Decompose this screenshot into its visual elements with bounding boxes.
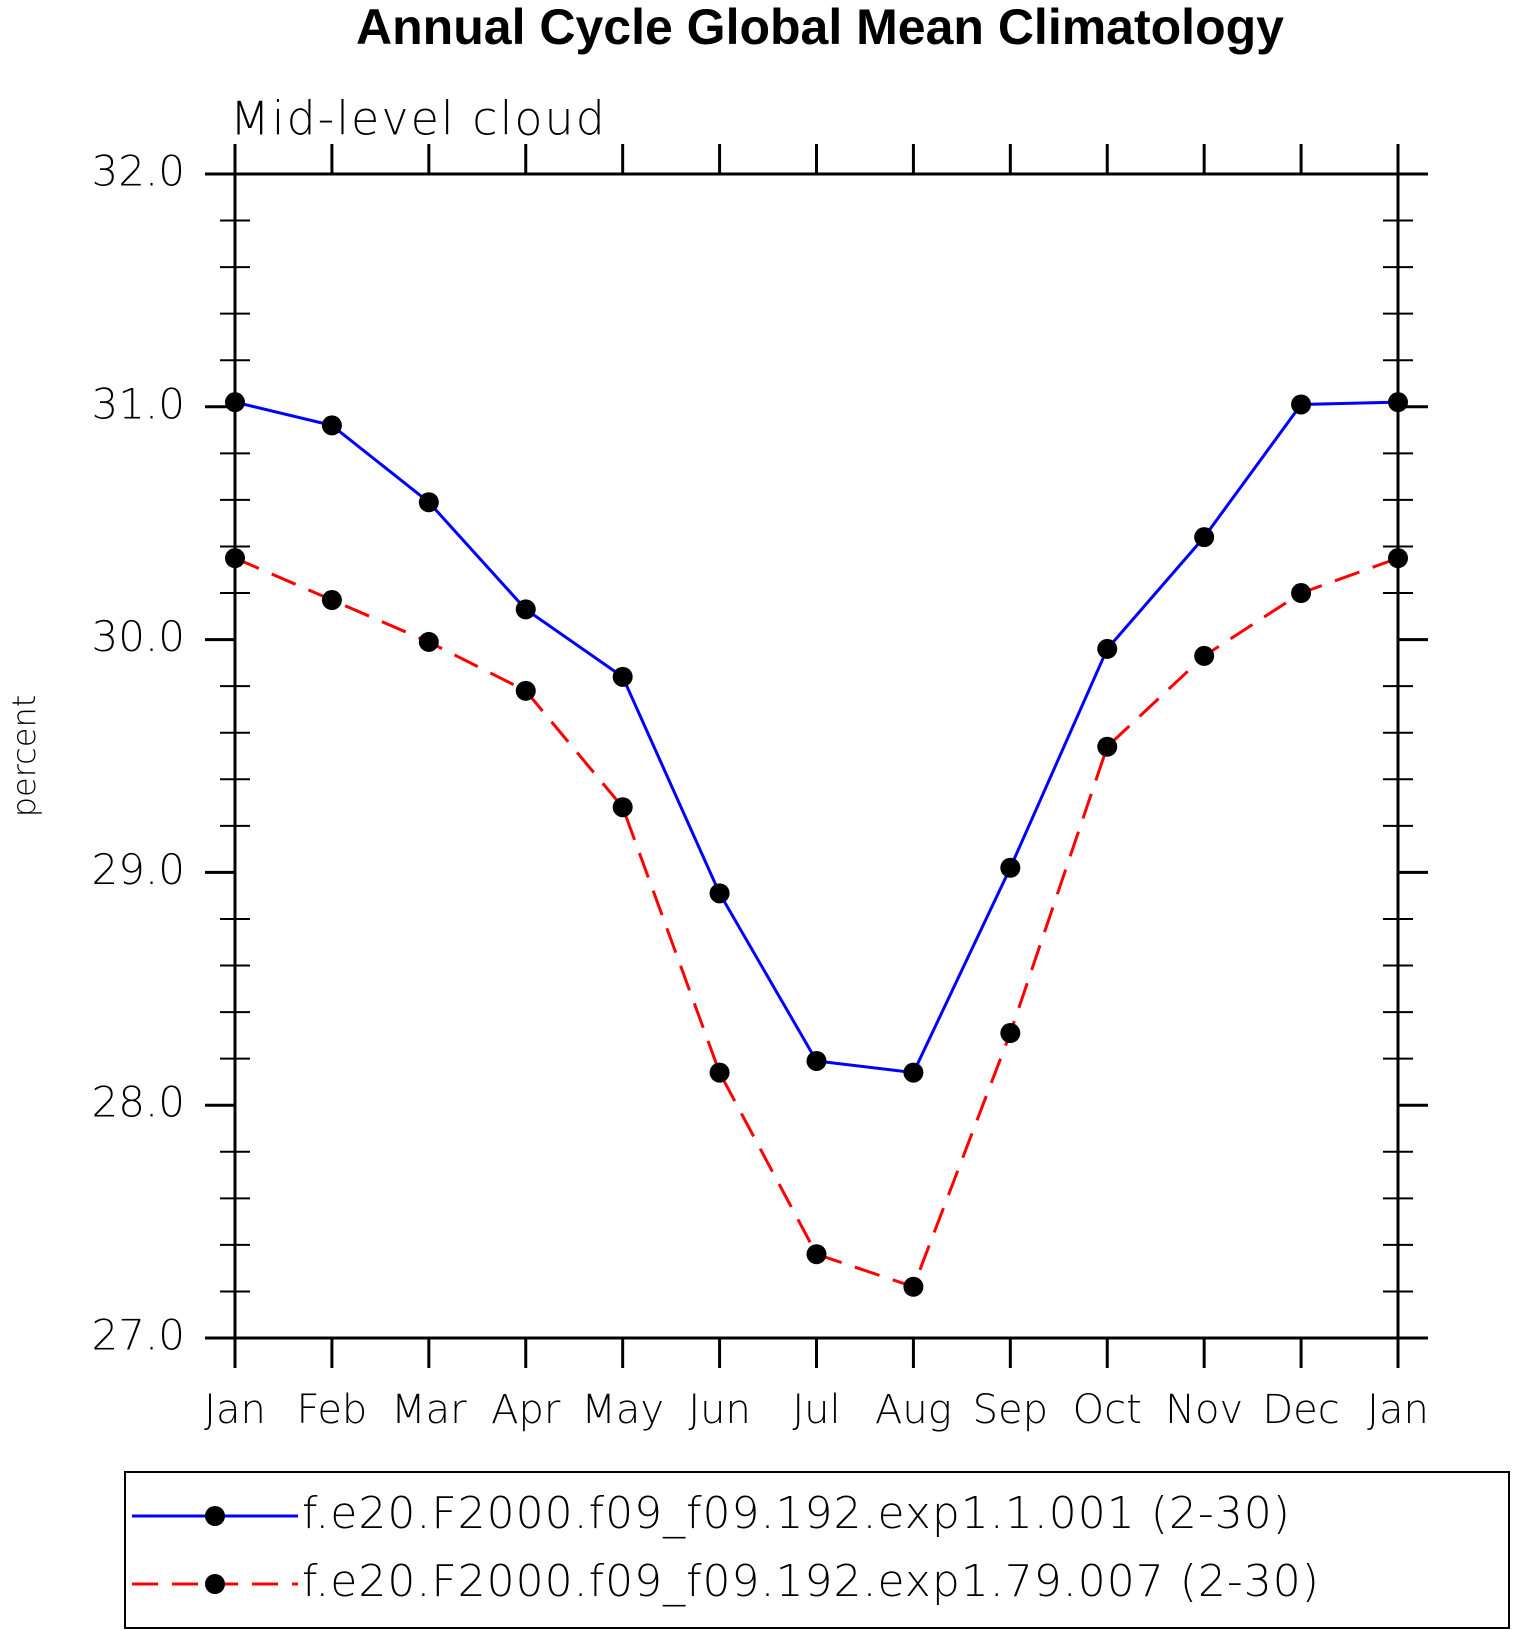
data-point xyxy=(612,797,633,818)
data-point xyxy=(1097,736,1118,757)
legend-label: f.e20.F2000.f09_f09.192.exp1.79.007 (2-3… xyxy=(302,1556,1320,1607)
y-axis-label: percent xyxy=(5,695,43,818)
data-point xyxy=(903,1276,924,1297)
data-point xyxy=(1194,645,1215,666)
x-tick-label: Mar xyxy=(391,1387,467,1433)
legend-label: f.e20.F2000.f09_f09.192.exp1.1.001 (2-30… xyxy=(302,1488,1291,1539)
data-point xyxy=(418,492,439,513)
x-tick-label: Oct xyxy=(1073,1387,1142,1433)
chart-subtitle: Mid-level cloud xyxy=(230,92,607,146)
plot-frame xyxy=(233,172,1400,1340)
data-point xyxy=(612,666,633,687)
data-point xyxy=(806,1244,827,1265)
data-point xyxy=(709,883,730,904)
data-point xyxy=(709,1062,730,1083)
data-point xyxy=(1000,1023,1021,1044)
data-point xyxy=(1194,527,1215,548)
data-point xyxy=(903,1062,924,1083)
y-tick-label: 28.0 xyxy=(91,1078,185,1127)
legend-marker xyxy=(205,1506,225,1526)
x-tick-label: Sep xyxy=(973,1387,1048,1433)
x-tick-label: Dec xyxy=(1262,1387,1339,1433)
y-tick-label: 32.0 xyxy=(91,147,185,196)
data-point xyxy=(1000,857,1021,878)
series-line xyxy=(234,556,1399,1289)
data-point xyxy=(1097,638,1118,659)
data-point xyxy=(1291,583,1312,604)
y-tick-label: 27.0 xyxy=(91,1311,185,1360)
x-tick-label: Apr xyxy=(491,1387,561,1433)
x-tick-label: May xyxy=(581,1387,664,1433)
y-tick-label: 30.0 xyxy=(91,612,185,661)
x-tick-label: Nov xyxy=(1165,1387,1243,1433)
data-point xyxy=(515,680,536,701)
data-point xyxy=(806,1050,827,1071)
legend-marker xyxy=(205,1574,225,1594)
x-tick-label: Feb xyxy=(297,1387,368,1433)
data-point xyxy=(515,599,536,620)
data-point xyxy=(225,392,245,413)
chart-title: Annual Cycle Global Mean Climatology xyxy=(356,0,1284,55)
data-point xyxy=(321,590,342,611)
x-tick-label: Jul xyxy=(792,1387,840,1433)
x-tick-label: Jan xyxy=(204,1387,266,1433)
data-point xyxy=(225,548,245,569)
series-line xyxy=(234,400,1399,1075)
x-tick-label: Aug xyxy=(875,1387,952,1433)
data-point xyxy=(1291,394,1312,415)
y-tick-label: 29.0 xyxy=(91,845,185,894)
data-point xyxy=(1388,392,1408,413)
legend-box xyxy=(124,1471,1510,1629)
y-tick-label: 31.0 xyxy=(91,379,185,428)
data-point xyxy=(321,415,342,436)
x-tick-label: Jun xyxy=(688,1387,751,1433)
data-point xyxy=(418,631,439,652)
x-tick-label: Jan xyxy=(1367,1387,1429,1433)
data-point xyxy=(1388,548,1408,569)
